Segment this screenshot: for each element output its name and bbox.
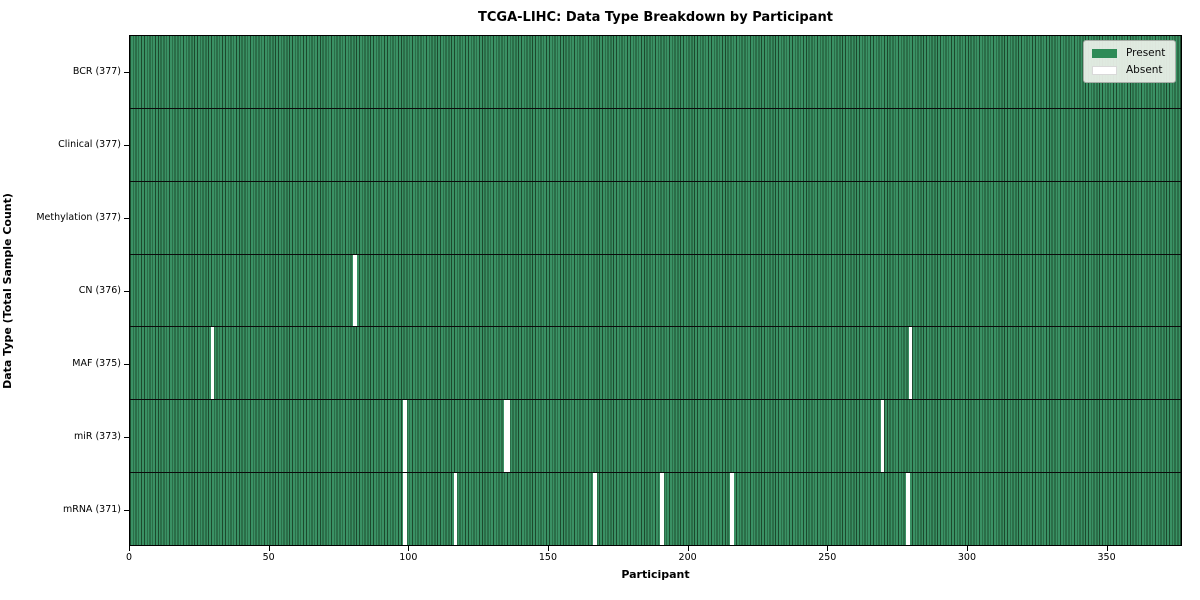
heatmap-row-mrna [130, 473, 1181, 546]
heatmap-row-mir [130, 400, 1181, 474]
absent-stripe [453, 473, 458, 546]
absent-swatch-icon [1092, 65, 1117, 75]
heatmap-row-maf [130, 327, 1181, 401]
heatmap-row-cn [130, 254, 1181, 328]
ytick-label-maf: MAF (375) [72, 357, 121, 369]
ytick-mark [124, 363, 129, 365]
absent-stripe [403, 400, 407, 473]
xtick-label: 150 [538, 552, 558, 563]
legend-item-present: Present [1092, 47, 1165, 59]
heatmap-row-methylation [130, 182, 1181, 255]
legend-label-present: Present [1126, 47, 1166, 59]
absent-stripe [503, 400, 508, 473]
xtick-label: 300 [957, 552, 976, 563]
absent-stripe [210, 327, 215, 400]
plot-area [129, 35, 1182, 546]
heatmap-row-bcr [130, 36, 1181, 109]
xtick-label: 350 [1097, 552, 1116, 563]
ytick-mark [124, 144, 129, 146]
ytick-mark [124, 436, 129, 438]
xtick-mark [1106, 546, 1108, 551]
xtick-label: 0 [125, 552, 133, 563]
xtick-mark [827, 546, 829, 551]
absent-stripe [908, 327, 913, 400]
ytick-label-cn: CN (376) [78, 284, 121, 296]
ytick-label-mrna: mRNA (371) [62, 503, 121, 515]
ytick-label-mir: miR (373) [73, 430, 121, 442]
legend-item-absent: Absent [1092, 64, 1165, 76]
ytick-mark [124, 217, 129, 219]
xtick-mark [129, 546, 130, 551]
chart-title: TCGA-LIHC: Data Type Breakdown by Partic… [478, 10, 833, 25]
legend-label-absent: Absent [1126, 64, 1163, 76]
xtick-label: 250 [818, 552, 837, 563]
heatmap-row-clinical [130, 109, 1181, 182]
x-axis-title: Participant [621, 568, 690, 581]
present-swatch-icon [1092, 48, 1117, 58]
absent-stripe [403, 473, 407, 546]
xtick-label: 100 [399, 552, 418, 563]
ytick-mark [124, 509, 129, 511]
ytick-label-bcr: BCR (377) [72, 65, 121, 77]
absent-stripe [730, 473, 734, 546]
absent-stripe [881, 400, 885, 473]
xtick-label: 50 [262, 552, 275, 563]
legend: Present Absent [1083, 40, 1177, 83]
ytick-label-methylation: Methylation (377) [36, 211, 121, 223]
ytick-mark [124, 71, 129, 73]
xtick-mark [966, 546, 968, 551]
absent-stripe [353, 254, 357, 327]
absent-stripe [593, 473, 597, 546]
xtick-mark [687, 546, 689, 551]
xtick-label: 200 [678, 552, 697, 563]
absent-stripe [906, 473, 910, 546]
ytick-label-clinical: Clinical (377) [58, 138, 121, 150]
xtick-mark [547, 546, 549, 551]
xtick-mark [408, 546, 410, 551]
absent-stripe [506, 400, 511, 473]
xtick-mark [268, 546, 270, 551]
ytick-mark [124, 290, 129, 292]
absent-stripe [660, 473, 664, 546]
